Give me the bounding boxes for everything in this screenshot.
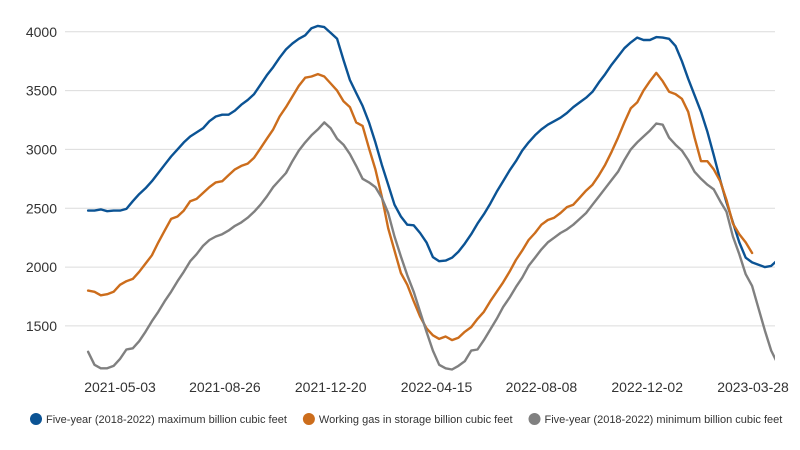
- x-tick-label: 2022-04-15: [401, 379, 473, 395]
- legend-marker: [302, 413, 315, 425]
- y-axis-ticks: 1500 2000 2500 3000 3500 4000: [26, 24, 57, 334]
- x-tick-label: 2021-12-20: [295, 379, 367, 395]
- legend-item[interactable]: Working gas in storage billion cubic fee…: [302, 413, 513, 426]
- series-line-2[interactable]: [86, 71, 754, 342]
- y-tick-label: 4000: [26, 24, 57, 40]
- y-tick-label: 2000: [26, 259, 57, 275]
- y-tick-label: 2500: [26, 200, 57, 216]
- legend-label: Five-year (2018-2022) maximum billion cu…: [46, 414, 287, 426]
- series-lines: [86, 24, 800, 371]
- x-tick-label: 2023-03-28: [717, 379, 789, 395]
- legend-label: Working gas in storage billion cubic fee…: [319, 414, 513, 426]
- y-tick-label: 3500: [26, 83, 57, 99]
- y-tick-label: 3000: [26, 141, 57, 157]
- y-tick-label: 1500: [26, 318, 57, 334]
- x-axis-ticks: 2021-05-03 2021-08-26 2021-12-20 2022-04-15…: [84, 379, 789, 395]
- legend-marker: [528, 413, 541, 425]
- x-tick-label: 2021-08-26: [189, 379, 261, 395]
- series-line-1[interactable]: [86, 24, 790, 269]
- legend-label: Five-year (2018-2022) minimum billion cu…: [545, 414, 783, 426]
- series-line-3[interactable]: [86, 121, 800, 371]
- legend[interactable]: Five-year (2018-2022) maximum billion cu…: [30, 413, 782, 426]
- x-tick-label: 2021-05-03: [84, 379, 156, 395]
- gridlines: [65, 31, 775, 327]
- legend-item[interactable]: Five-year (2018-2022) maximum billion cu…: [30, 413, 287, 426]
- x-tick-label: 2022-08-08: [506, 379, 578, 395]
- legend-marker: [30, 413, 42, 425]
- x-tick-label: 2022-12-02: [611, 379, 683, 395]
- legend-item[interactable]: Five-year (2018-2022) minimum billion cu…: [528, 413, 783, 426]
